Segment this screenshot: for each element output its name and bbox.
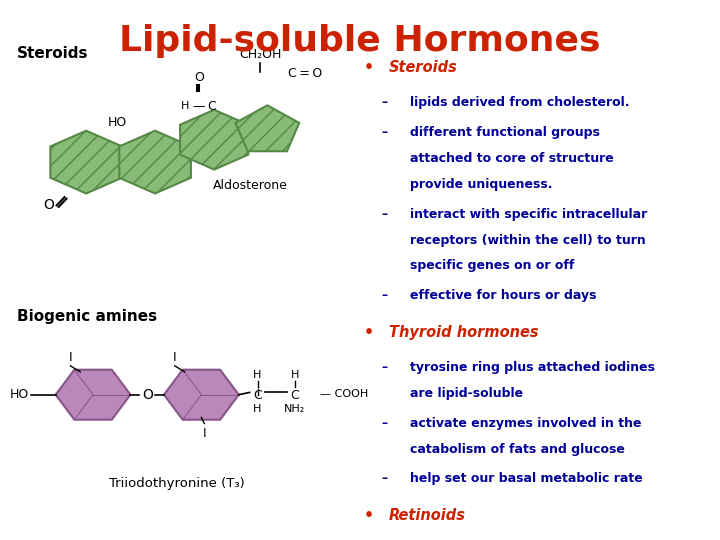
Text: receptors (within the cell) to turn: receptors (within the cell) to turn — [410, 233, 646, 247]
Polygon shape — [50, 131, 122, 193]
Text: I: I — [202, 427, 206, 440]
Text: Steroids: Steroids — [389, 60, 458, 75]
Text: H: H — [291, 369, 299, 380]
Text: •: • — [364, 508, 374, 523]
Text: O: O — [43, 198, 54, 212]
Text: C: C — [253, 389, 262, 402]
Text: –: – — [382, 417, 388, 430]
Text: C: C — [291, 389, 300, 402]
Text: H: H — [253, 369, 261, 380]
Polygon shape — [55, 370, 130, 420]
Text: effective for hours or days: effective for hours or days — [410, 289, 597, 302]
Text: tyrosine ring plus attached iodines: tyrosine ring plus attached iodines — [410, 361, 655, 374]
Text: Triiodothyronine (T₃): Triiodothyronine (T₃) — [109, 477, 245, 490]
Text: lipids derived from cholesterol.: lipids derived from cholesterol. — [410, 96, 630, 109]
Text: HO: HO — [108, 116, 127, 129]
Polygon shape — [164, 370, 239, 420]
Text: specific genes on or off: specific genes on or off — [410, 260, 575, 273]
Text: C: C — [207, 99, 215, 112]
Text: I: I — [68, 352, 72, 365]
Text: Biogenic amines: Biogenic amines — [17, 309, 158, 324]
Text: –: – — [382, 361, 388, 374]
Text: Retinoids: Retinoids — [389, 508, 466, 523]
Text: –: – — [382, 289, 388, 302]
Polygon shape — [180, 110, 248, 170]
Text: help set our basal metabolic rate: help set our basal metabolic rate — [410, 472, 643, 485]
Text: O: O — [142, 388, 153, 402]
Text: CH₂OH: CH₂OH — [239, 48, 282, 61]
Text: –: – — [382, 96, 388, 109]
Text: attached to core of structure: attached to core of structure — [410, 152, 614, 165]
Text: are lipid-soluble: are lipid-soluble — [410, 387, 523, 400]
Text: •: • — [364, 60, 374, 75]
Text: provide uniqueness.: provide uniqueness. — [410, 178, 553, 191]
Text: •: • — [364, 325, 374, 340]
Text: Aldosterone: Aldosterone — [213, 179, 288, 192]
Polygon shape — [120, 131, 191, 193]
Text: catabolism of fats and glucose: catabolism of fats and glucose — [410, 443, 625, 456]
Text: O: O — [194, 71, 204, 84]
Text: C = O: C = O — [288, 67, 323, 80]
Text: –: – — [382, 126, 388, 139]
Text: —: — — [192, 99, 204, 112]
Text: NH₂: NH₂ — [284, 404, 305, 414]
Text: –: – — [382, 207, 388, 220]
Polygon shape — [235, 105, 300, 151]
Text: Steroids: Steroids — [17, 46, 89, 62]
Text: H: H — [181, 101, 189, 111]
Text: — COOH: — COOH — [320, 389, 368, 399]
Text: H: H — [253, 404, 261, 414]
Text: interact with specific intracellular: interact with specific intracellular — [410, 207, 648, 220]
Text: Thyroid hormones: Thyroid hormones — [389, 325, 539, 340]
Text: –: – — [382, 472, 388, 485]
Text: HO: HO — [10, 388, 29, 401]
Text: I: I — [173, 352, 176, 365]
Text: activate enzymes involved in the: activate enzymes involved in the — [410, 417, 642, 430]
Text: Lipid-soluble Hormones: Lipid-soluble Hormones — [120, 24, 600, 58]
Text: different functional groups: different functional groups — [410, 126, 600, 139]
